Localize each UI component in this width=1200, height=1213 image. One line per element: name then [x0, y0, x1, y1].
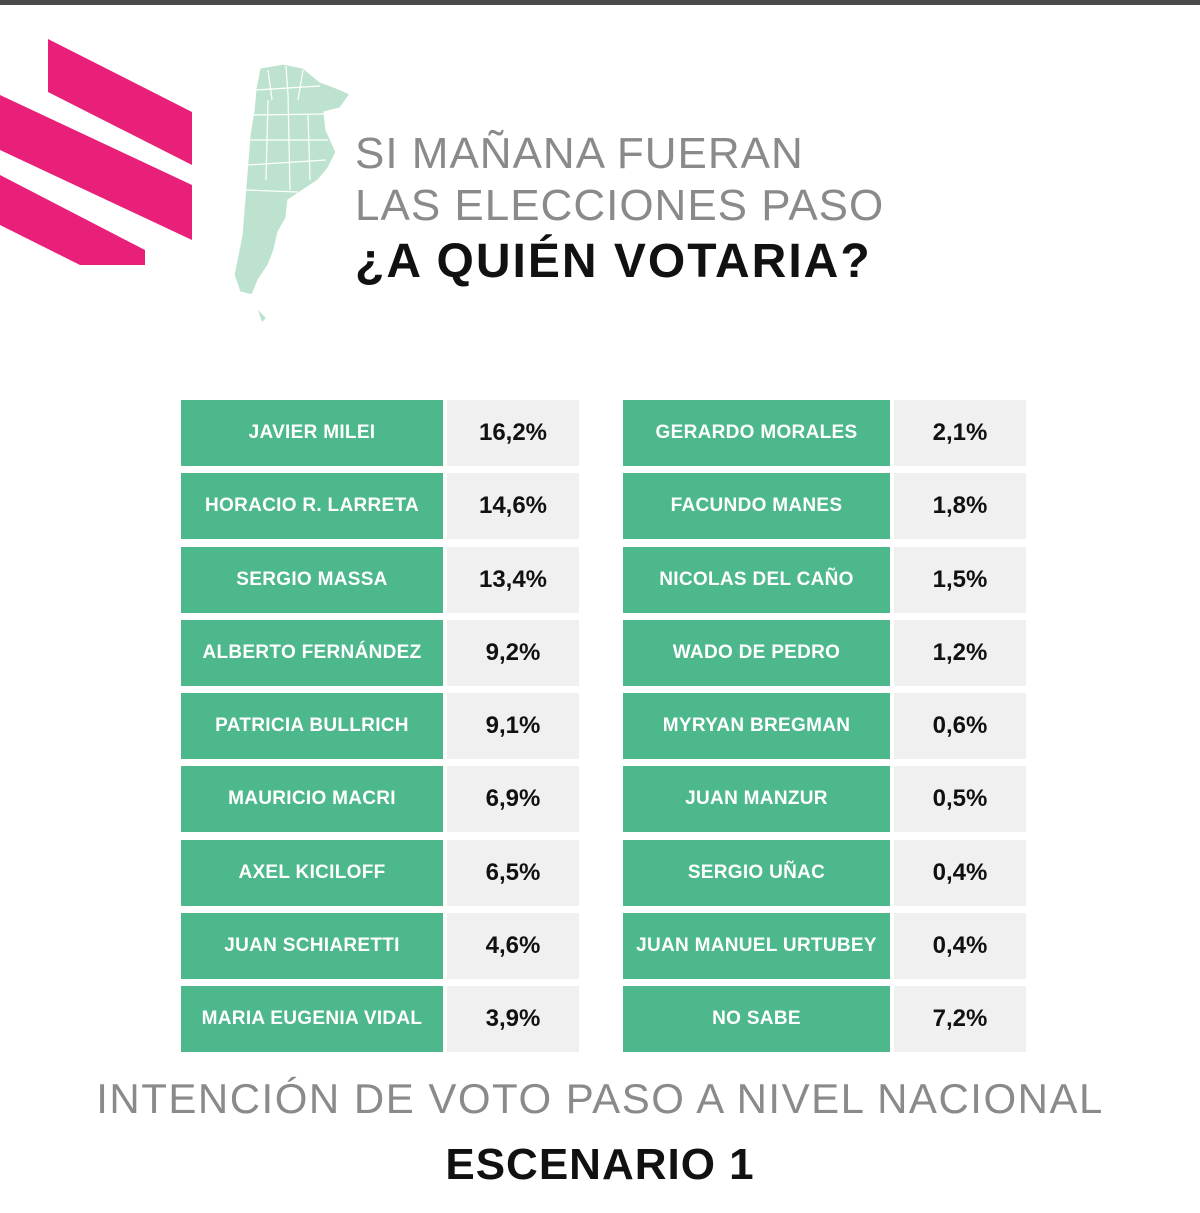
candidate-name: MAURICIO MACRI [181, 766, 443, 833]
chart-title: INTENCIÓN DE VOTO PASO A NIVEL NACIONAL [96, 1075, 1104, 1122]
vote-percentage: 0,5% [894, 766, 1026, 833]
vote-percentage: 14,6% [447, 473, 579, 540]
headline-line-1: SI MAÑANA FUERAN [355, 129, 804, 178]
candidate-name: JUAN SCHIARETTI [181, 912, 443, 979]
vote-percentage: 1,8% [894, 473, 1026, 540]
candidate-name: SERGIO MASSA [181, 546, 443, 613]
vote-percentage: 3,9% [447, 986, 579, 1052]
candidate-name: AXEL KICILOFF [181, 839, 443, 906]
chart-subtitle: ESCENARIO 1 [445, 1140, 755, 1189]
top-border [0, 0, 1200, 5]
candidate-name: JUAN MANZUR [623, 766, 890, 833]
candidate-name: JUAN MANUEL URTUBEY [623, 912, 890, 979]
brand-stripes-icon [0, 39, 192, 265]
vote-percentage: 2,1% [894, 400, 1026, 466]
candidate-name: SERGIO UÑAC [623, 839, 890, 906]
candidate-name: HORACIO R. LARRETA [181, 473, 443, 540]
candidate-name: PATRICIA BULLRICH [181, 693, 443, 759]
headline-question: ¿A QUIÉN VOTARIA? [355, 235, 872, 288]
headline: SI MAÑANA FUERAN LAS ELECCIONES PASO ¿A … [355, 128, 1175, 292]
vote-percentage: 6,9% [447, 766, 579, 833]
vote-percentage: 7,2% [894, 986, 1026, 1052]
candidate-name: MARIA EUGENIA VIDAL [181, 986, 443, 1052]
vote-percentage: 9,1% [447, 693, 579, 759]
candidate-name: ALBERTO FERNÁNDEZ [181, 619, 443, 686]
vote-percentage: 6,5% [447, 839, 579, 906]
candidate-name: JAVIER MILEI [181, 400, 443, 466]
candidate-name: MYRYAN BREGMAN [623, 693, 890, 759]
vote-percentage: 0,4% [894, 839, 1026, 906]
candidate-name: FACUNDO MANES [623, 473, 890, 540]
candidate-name: NICOLAS DEL CAÑO [623, 546, 890, 613]
candidate-name: GERARDO MORALES [623, 400, 890, 466]
vote-percentage: 9,2% [447, 619, 579, 686]
vote-percentage: 0,6% [894, 693, 1026, 759]
candidate-name: NO SABE [623, 986, 890, 1052]
argentina-map-icon [233, 63, 351, 322]
candidate-name: WADO DE PEDRO [623, 619, 890, 686]
vote-percentage: 1,2% [894, 619, 1026, 686]
vote-percentage: 0,4% [894, 912, 1026, 979]
vote-percentage: 16,2% [447, 400, 579, 466]
vote-percentage: 13,4% [447, 546, 579, 613]
vote-percentage: 4,6% [447, 912, 579, 979]
vote-percentage: 1,5% [894, 546, 1026, 613]
headline-line-2: LAS ELECCIONES PASO [355, 181, 885, 230]
